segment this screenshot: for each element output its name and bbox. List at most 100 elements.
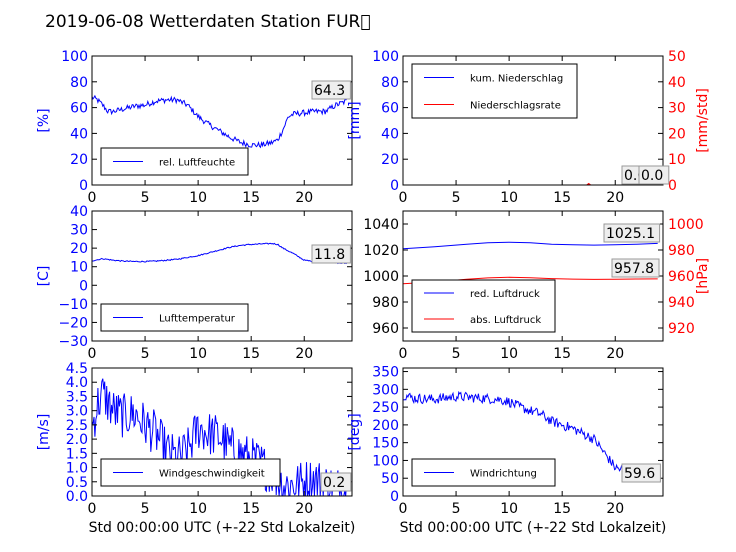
series-line-lufttemperatur	[91, 242, 347, 265]
legend-entry: Lufttemperatur	[159, 314, 236, 325]
figure-title: 2019-06-08 Wetterdaten Station FUR 	[45, 12, 371, 32]
annotation-box	[320, 472, 352, 492]
y-tick-label: 40	[70, 204, 88, 220]
annotation-box	[638, 165, 670, 185]
y-tick-label: 0	[79, 178, 88, 194]
x-tick-label: 0	[88, 190, 97, 206]
x-tick-label: 5	[452, 190, 461, 206]
x-tick-label: 5	[452, 501, 461, 517]
x-tick-label: 15	[242, 346, 260, 362]
y-axis-label: [C]	[36, 266, 52, 287]
legend-entry: Windgeschwindigkeit	[159, 469, 265, 480]
y-tick-label: 2.0	[66, 432, 88, 448]
y2-axis-label: [hPa]	[695, 258, 711, 294]
annotation-label: 64.3	[314, 83, 345, 99]
y-tick-label: −20	[58, 315, 88, 331]
y-tick-label: 300	[372, 382, 399, 398]
y-tick-label: −30	[58, 334, 88, 350]
legend: kum. Niederschlag Niederschlagsrate	[411, 63, 578, 119]
legend-entry: red. Luftdruck	[470, 289, 540, 300]
legend-entry: kum. Niederschlag	[470, 74, 563, 85]
y-tick-label: −10	[58, 297, 88, 313]
y-tick-label: 60	[70, 101, 88, 117]
x-tick-label: 15	[553, 190, 571, 206]
x-tick-label: 20	[606, 346, 624, 362]
y-tick-label: 40	[70, 126, 88, 142]
chart-panel-2: 0 5 10 15 20 0 20 40 60 80 100 0 10 20 30 40 50 [mm] [mm/s…	[347, 49, 711, 206]
y-tick-label: 0.0	[66, 489, 88, 505]
y2-tick-label: 940	[668, 295, 695, 311]
y-axis-label: [mm]	[347, 101, 363, 139]
y-tick-label: 4.0	[66, 375, 88, 391]
plot-frame	[91, 367, 353, 497]
x-tick-label: 15	[553, 346, 571, 362]
legend-box	[411, 279, 556, 333]
y-tick-label: 10	[70, 260, 88, 276]
y-tick-label: 1020	[363, 243, 399, 259]
y2-tick-label: 1000	[668, 217, 704, 233]
y2-tick-label: 0	[668, 178, 677, 194]
x-tick-label: 0	[399, 501, 408, 517]
y-tick-label: 250	[372, 400, 399, 416]
x-tick-label: 10	[500, 501, 518, 517]
x-tick-label: 20	[606, 501, 624, 517]
x-tick-label: 10	[189, 501, 207, 517]
y-tick-label: 100	[372, 453, 399, 469]
legend-entry: Windrichtung	[470, 469, 537, 480]
annotation-box	[311, 244, 351, 264]
x-axis-label: Std 00:00:00 UTC (+-22 Std Lokalzeit)	[400, 520, 667, 536]
chart-panel-3: 0 5 10 15 20 −30 −20 −10 0 10 20 30 40 [C] Lufttempera…	[36, 204, 353, 362]
y2-tick-label: 980	[668, 243, 695, 259]
y-tick-label: 0	[390, 489, 399, 505]
chart-panel-1: 0 5 10 15 20 0 20 40 60 80 100 [%] rel. Luftfeuchte 6…	[36, 49, 353, 206]
y-tick-label: 20	[70, 152, 88, 168]
y-tick-label: 2.5	[66, 418, 88, 434]
y-tick-label: 80	[70, 75, 88, 91]
annotation-label: 0.0	[641, 168, 663, 184]
y-tick-label: 1040	[363, 217, 399, 233]
x-tick-label: 0	[399, 190, 408, 206]
y-tick-label: 1.0	[66, 461, 88, 477]
series-line-rel-luftfeuchte	[91, 94, 347, 149]
legend: red. Luftdruck abs. Luftdruck	[411, 279, 556, 333]
y-tick-label: 0	[390, 178, 399, 194]
y2-tick-label: 50	[668, 49, 686, 65]
x-tick-label: 5	[141, 190, 150, 206]
annotation-box	[611, 258, 660, 278]
y-tick-label: 350	[372, 365, 399, 381]
x-tick-label: 20	[295, 346, 313, 362]
y-tick-label: 60	[381, 101, 399, 117]
x-tick-label: 0	[399, 346, 408, 362]
x-tick-label: 10	[189, 346, 207, 362]
x-axis-label: Std 00:00:00 UTC (+-22 Std Lokalzeit)	[89, 520, 356, 536]
x-tick-label: 0	[88, 346, 97, 362]
x-tick-label: 5	[141, 346, 150, 362]
annotation-label: 1025.1	[606, 226, 655, 242]
annotation-label: 957.8	[614, 261, 654, 277]
y-tick-label: 100	[372, 49, 399, 65]
y-tick-label: 3.5	[66, 389, 88, 405]
y-axis-label: [%]	[36, 108, 52, 132]
y-axis-label: [m/s]	[36, 414, 52, 451]
y-tick-label: 4.5	[66, 361, 88, 377]
x-tick-label: 15	[242, 501, 260, 517]
y-tick-label: 960	[372, 321, 399, 337]
series-line-windrichtung	[402, 390, 659, 480]
y-tick-label: 100	[61, 49, 88, 65]
y2-tick-label: 40	[668, 75, 686, 91]
x-tick-label: 5	[141, 501, 150, 517]
legend-entry: rel. Luftfeuchte	[159, 158, 235, 169]
y-tick-label: 80	[381, 75, 399, 91]
y-tick-label: 20	[381, 152, 399, 168]
chart-panel-4: 0 5 10 15 20 960 980 1000 1020 1040 920 940 960 980 10…	[363, 210, 711, 362]
y2-tick-label: 30	[668, 101, 686, 117]
series-line-red-luftdruck	[402, 241, 658, 250]
y2-axis-label: [mm/std]	[695, 88, 711, 153]
y-tick-label: 20	[70, 241, 88, 257]
y2-tick-label: 920	[668, 321, 695, 337]
plot-frame	[402, 55, 664, 186]
legend: Lufttemperatur	[100, 303, 249, 332]
y2-tick-label: 20	[668, 126, 686, 142]
plot-frame	[91, 55, 353, 186]
